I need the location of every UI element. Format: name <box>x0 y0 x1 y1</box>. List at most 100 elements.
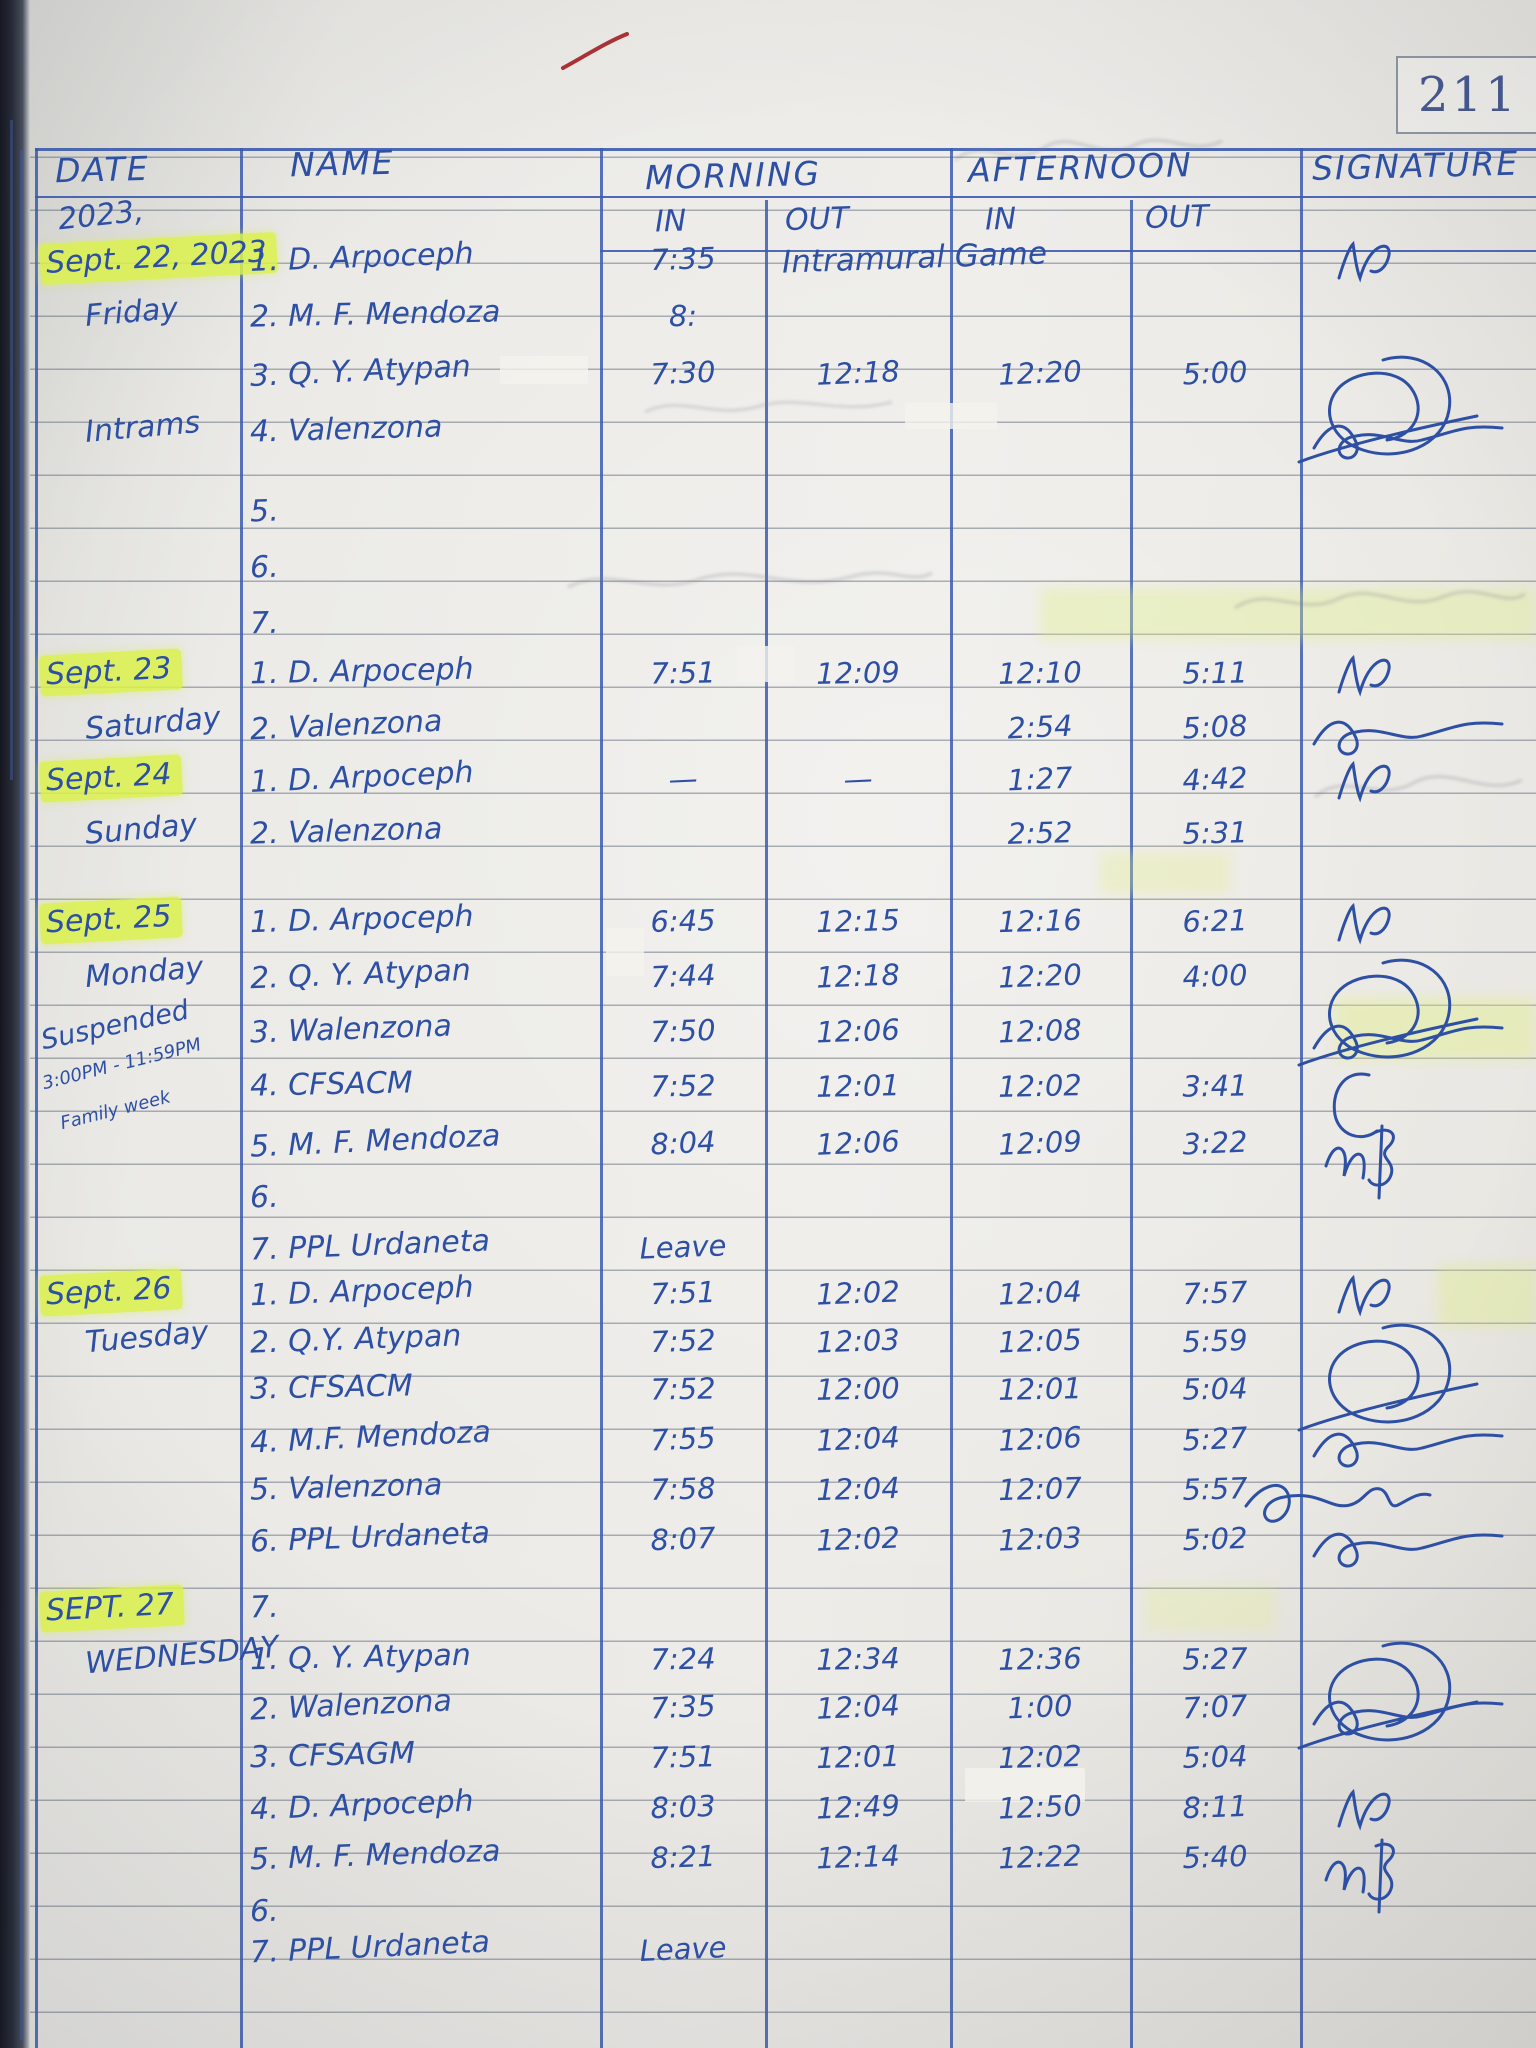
cell-afternoon-out: 5:27 <box>1182 1641 1248 1677</box>
table-header-border <box>35 196 1536 198</box>
cell-date: Saturday <box>83 700 222 747</box>
cell-afternoon-out: 5:08 <box>1181 708 1249 746</box>
cell-afternoon-in: 12:50 <box>997 1788 1083 1826</box>
subheader-afternoon-in: IN <box>984 201 1017 238</box>
cell-afternoon-in: 12:01 <box>997 1371 1083 1407</box>
page-number-box: 211 <box>1396 56 1536 134</box>
cell-morning-in: 7:44 <box>649 957 717 995</box>
attendance-row: Tuesday 2. Q.Y. Atypan 7:52 12:03 12:05 5:59 <box>0 1315 1536 1432</box>
cell-afternoon-in: 12:02 <box>997 1738 1083 1776</box>
attendance-row: Monday 2. Q. Y. Atypan 7:44 12:18 12:20 4:00 <box>0 950 1536 1067</box>
attendance-row: Sept. 24 1. D. Arpoceph — — 1:27 4:42 <box>0 754 1536 812</box>
cell-morning-in: 7:51 <box>650 655 716 691</box>
cell-name: 4. CFSACM <box>249 1065 414 1104</box>
cell-morning-in: 7:52 <box>649 1322 717 1360</box>
cell-morning-out: 12:04 <box>815 1420 901 1458</box>
highlight-bleed-through <box>1145 1585 1275 1631</box>
cell-morning-out: 12:06 <box>815 1124 901 1162</box>
cell-date: SEPT. 27 <box>39 1584 186 1633</box>
highlight-bleed-through <box>1100 852 1230 894</box>
cell-afternoon-out: 5:40 <box>1181 1838 1249 1876</box>
cell-date: Sept. 25 <box>39 896 183 945</box>
cell-morning-out: — <box>842 761 874 797</box>
cell-name: 3. CFSACM <box>249 1368 414 1407</box>
cell-afternoon-out: 4:42 <box>1181 760 1249 798</box>
cell-morning-out: 12:06 <box>815 1012 901 1050</box>
cell-name: 2. Walenzona <box>249 1683 453 1728</box>
cell-name: 6. <box>249 549 280 586</box>
cell-morning-in: 7:51 <box>649 1739 717 1775</box>
column-header-afternoon: AFTERNOON <box>967 145 1194 190</box>
date-name-divider <box>240 148 243 2048</box>
cell-afternoon-out: 7:07 <box>1181 1688 1249 1726</box>
column-header-name: NAME <box>289 142 396 185</box>
page-number: 211 <box>1418 67 1519 123</box>
signature-mark <box>1312 1532 1504 1568</box>
cell-morning-out: 12:03 <box>815 1322 901 1360</box>
signature-mark <box>1337 654 1391 697</box>
page-edge-line <box>10 120 13 780</box>
table-top-border <box>35 148 1536 151</box>
attendance-row: 5. Valenzona 7:58 12:04 12:07 5:57 <box>0 1467 1536 1523</box>
cell-name: 7. <box>249 1589 280 1626</box>
cell-afternoon-in: 12:06 <box>997 1420 1083 1458</box>
cell-morning-in: 7:24 <box>650 1641 716 1677</box>
attendance-row: Sept. 23 1. D. Arpoceph 7:51 12:09 12:10 5:11 <box>0 648 1536 706</box>
cell-morning-out: 12:49 <box>815 1788 901 1826</box>
cell-name: 1. D. Arpoceph <box>249 898 475 941</box>
afternoon-in-out-divider <box>1130 200 1133 2048</box>
cell-afternoon-out: 4:00 <box>1181 957 1249 995</box>
signature-mark <box>1337 760 1391 803</box>
attendance-row: Friday 2. M. F. Mendoza 8: <box>0 291 1536 349</box>
table-left-border <box>35 148 38 2048</box>
cell-morning-in: 7:58 <box>649 1471 717 1507</box>
cell-afternoon-out: 5:11 <box>1182 655 1248 691</box>
bleed-through-writing <box>1234 590 1526 610</box>
cell-morning-out: 12:01 <box>815 1068 901 1104</box>
cell-date: Sunday <box>83 807 199 852</box>
column-header-signature: SIGNATURE <box>1311 143 1520 188</box>
cell-date: Sept. 22, 2023 <box>39 231 278 286</box>
attendance-row: Suspended 3. Walenzona 7:50 12:06 12:08 <box>0 995 1536 1064</box>
cell-morning-in: 8:03 <box>649 1788 717 1826</box>
cell-morning-out: 12:18 <box>815 957 901 995</box>
cell-morning-out: 12:34 <box>815 1641 901 1677</box>
cell-name: 5. M. F. Mendoza <box>249 1118 502 1165</box>
cell-afternoon-out: 5:00 <box>1181 354 1249 392</box>
cell-morning-in: 7:51 <box>649 1274 717 1312</box>
cell-morning-in: 7:35 <box>649 1688 717 1726</box>
cell-afternoon-out: 5:59 <box>1181 1322 1249 1360</box>
cell-name: 1. Q. Y. Atypan <box>249 1637 472 1678</box>
cell-afternoon-in: 12:08 <box>997 1012 1083 1050</box>
cell-name: 1. D. Arpoceph <box>249 651 474 692</box>
cell-name: 2. M. F. Mendoza <box>249 294 501 335</box>
attendance-row: 5. M. F. Mendoza 8:21 12:14 12:22 5:40 <box>0 1834 1536 1914</box>
red-pen-mark <box>561 32 629 70</box>
column-header-morning: MORNING <box>644 153 822 198</box>
cell-name: 2. Valenzona <box>249 811 443 852</box>
cell-name: 4. D. Arpoceph <box>249 1783 475 1828</box>
cell-name: 5. <box>249 493 280 530</box>
correction-tape <box>500 356 588 384</box>
attendance-row: 6. PPL Urdaneta 8:07 12:02 12:03 5:02 <box>0 1515 1536 1572</box>
cell-name: 6. <box>249 1179 280 1216</box>
year-label: 2023, <box>56 193 146 238</box>
cell-name: 2. Valenzona <box>249 703 444 748</box>
cell-afternoon-out: 6:21 <box>1181 903 1249 939</box>
attendance-row: 5. <box>0 492 1536 546</box>
cell-morning-in: 6:45 <box>649 903 717 939</box>
cell-morning-in: 8:07 <box>649 1520 717 1558</box>
signature-mark <box>1312 1700 1504 1736</box>
cell-afternoon-in: 12:22 <box>997 1838 1083 1876</box>
cell-afternoon-out: 5:04 <box>1182 1371 1248 1407</box>
cell-date: Sept. 26 <box>39 1268 183 1317</box>
cell-afternoon-in: 12:16 <box>997 902 1083 940</box>
cell-name: 4. Valenzona <box>249 409 443 450</box>
cell-name: 5. Valenzona <box>249 1467 443 1508</box>
cell-afternoon-in: 12:20 <box>997 957 1083 995</box>
cell-morning-in: 8: <box>668 298 698 334</box>
cell-name: 7. PPL Urdaneta <box>249 1223 491 1268</box>
cell-afternoon-out: 8:11 <box>1181 1788 1249 1826</box>
name-morning-divider <box>600 148 603 2048</box>
cell-morning-in: 7:52 <box>650 1068 716 1104</box>
